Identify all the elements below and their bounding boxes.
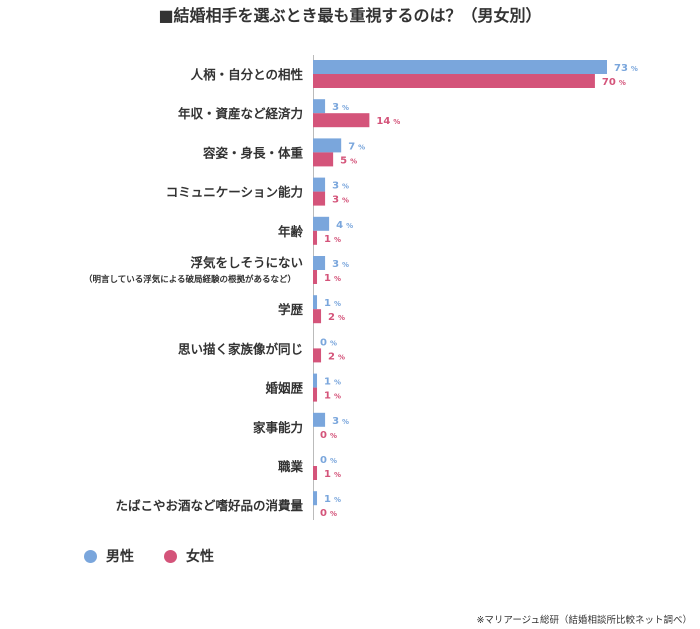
- bar-female: [313, 309, 322, 324]
- legend-swatch-female: [164, 549, 177, 563]
- bar-female: [313, 348, 322, 363]
- value-label-male: 1%: [324, 494, 341, 505]
- category-labels: 人柄・自分との相性年収・資産など経済力容姿・身長・体重コミュニケーション能力年齢…: [84, 67, 303, 513]
- category-label: 年収・資産など経済力: [178, 106, 303, 121]
- value-label-male: 73%: [614, 63, 638, 74]
- value-labels: 73 % 70 % 3 % 14 % 7 % 5 % 3 % 3 % 4 % 1 % 3 % 1 % 1 % 2 % 0 % 2 % 1 % 1 % 3…: [320, 63, 638, 519]
- category-label: たばこやお酒など嗜好品の消費量: [115, 498, 303, 513]
- chart-title: ■結婚相手を選ぶとき最も重視するのは？（男女別）: [158, 6, 542, 25]
- legend-label-female: 女性: [186, 549, 214, 565]
- legend-label-male: 男性: [106, 549, 134, 565]
- bar-female: [313, 152, 334, 167]
- value-label-female: 14%: [376, 116, 400, 127]
- value-label-male: 1%: [324, 298, 341, 309]
- value-label-male: 3%: [332, 259, 349, 270]
- value-label-male: 7%: [348, 141, 365, 152]
- value-label-female: 3%: [332, 195, 349, 206]
- bar-male: [313, 99, 326, 114]
- value-label-male: 3%: [332, 181, 349, 192]
- category-label: 人柄・自分との相性: [191, 67, 304, 82]
- category-label: 婚姻歴: [264, 381, 303, 396]
- value-label-female: 0%: [320, 508, 337, 519]
- bar-male: [313, 216, 330, 231]
- value-label-female: 0%: [320, 430, 337, 441]
- legend: 男性 女性: [84, 546, 214, 566]
- category-label: 学歴: [278, 302, 304, 317]
- value-label-female: 2%: [328, 351, 345, 362]
- value-label-female: 1%: [324, 469, 341, 480]
- bar-male: [313, 60, 607, 74]
- category-label: 家事能力: [253, 420, 303, 435]
- bar-female: [313, 113, 370, 128]
- value-label-female: 70%: [602, 77, 626, 88]
- value-label-male: 0%: [320, 337, 337, 348]
- category-label: 浮気をしそうにない: [190, 255, 303, 270]
- bar-male: [313, 256, 326, 270]
- bar-male: [313, 491, 318, 506]
- category-label: コミュニケーション能力: [166, 185, 303, 200]
- value-label-female: 1%: [324, 391, 341, 402]
- bar-female: [313, 230, 318, 245]
- bar-male: [313, 295, 318, 310]
- value-label-female: 1%: [324, 234, 341, 245]
- category-label: 思い描く家族像が同じ: [178, 341, 303, 356]
- value-label-male: 3%: [332, 416, 349, 427]
- value-label-male: 4%: [336, 220, 353, 231]
- legend-item-male: 男性: [84, 546, 134, 566]
- legend-item-female: 女性: [164, 546, 214, 566]
- category-label: 職業: [278, 459, 304, 474]
- bar-male: [313, 177, 326, 192]
- bar-female: [313, 387, 318, 402]
- legend-swatch-male: [84, 549, 97, 563]
- bar-female: [313, 270, 318, 284]
- category-sublabel: （明言している浮気による破局経験の根拠があるなど）: [84, 274, 296, 285]
- bar-male: [313, 138, 342, 153]
- bar-male: [313, 412, 326, 427]
- value-label-female: 1%: [324, 273, 341, 284]
- bar-male: [313, 373, 318, 388]
- bar-female: [313, 74, 595, 88]
- value-label-female: 5%: [340, 155, 357, 166]
- value-label-male: 0%: [320, 455, 337, 466]
- bar-female: [313, 466, 318, 480]
- category-label: 年齢: [278, 224, 304, 239]
- category-label: 容姿・身長・体重: [202, 145, 304, 160]
- value-label-male: 1%: [324, 377, 341, 388]
- value-label-female: 2%: [328, 312, 345, 323]
- value-label-male: 3%: [332, 102, 349, 113]
- bar-female: [313, 191, 326, 206]
- bars: [313, 60, 607, 506]
- source-note: ※マリアージュ総研（結婚相談所比較ネット調べ）: [476, 615, 692, 626]
